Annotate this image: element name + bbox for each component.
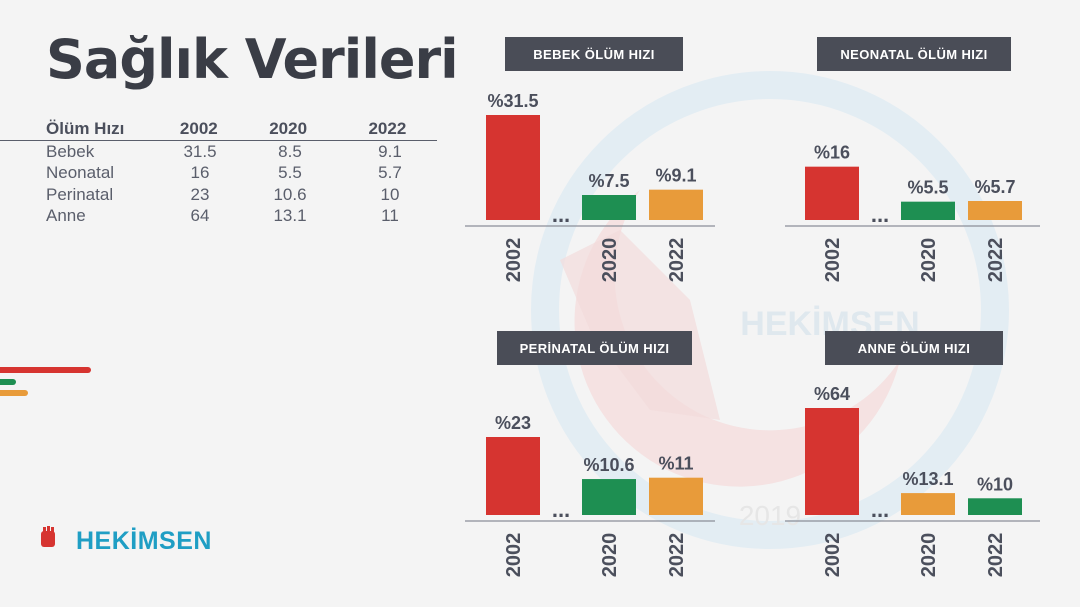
bar bbox=[901, 201, 955, 220]
table-cell: 23 bbox=[190, 184, 210, 204]
table-cell: Bebek bbox=[46, 141, 95, 161]
accent-line-orange bbox=[0, 390, 28, 396]
table-row: Neonatal 16 5.5 5.7 bbox=[0, 163, 440, 185]
data-label: %31.5 bbox=[487, 91, 538, 111]
table-cell: Perinatal bbox=[46, 184, 114, 204]
hekimsen-logo: HEKİMSEN bbox=[38, 515, 212, 567]
table-header-cell: 2020 bbox=[269, 119, 308, 138]
data-label: %10 bbox=[977, 474, 1013, 494]
bar bbox=[968, 201, 1022, 220]
data-label: %13.1 bbox=[902, 469, 953, 489]
tick-label: 2022 bbox=[985, 533, 1007, 578]
table-cell: Anne bbox=[46, 206, 86, 226]
break-marker: ... bbox=[552, 497, 570, 522]
break-marker: ... bbox=[552, 202, 570, 227]
table-row: Perinatal 23 10.6 10 bbox=[0, 184, 440, 206]
tick-label: 2002 bbox=[503, 533, 525, 578]
bar bbox=[968, 498, 1022, 515]
table-cell: 10 bbox=[380, 184, 400, 204]
bar bbox=[582, 195, 636, 220]
table-row: Bebek 31.5 8.5 9.1 bbox=[0, 141, 440, 163]
data-label: %64 bbox=[814, 384, 850, 404]
table-cell: 31.5 bbox=[183, 141, 217, 161]
table-cell: 5.7 bbox=[378, 163, 402, 183]
table-header-cell: Ölüm Hızı bbox=[46, 119, 125, 138]
fist-crescent-icon bbox=[41, 519, 68, 564]
tick-label: 2022 bbox=[666, 238, 688, 283]
chart-title-neonatal: NEONATAL ÖLÜM HIZI bbox=[817, 37, 1011, 71]
bar-chart-neonatal: %16 2002 %5.5 2020 %5.7 2022... bbox=[785, 143, 1040, 283]
table-cell: 9.1 bbox=[378, 141, 402, 161]
chart-title-anne: ANNE ÖLÜM HIZI bbox=[825, 331, 1003, 365]
table-cell: 8.5 bbox=[278, 141, 302, 161]
table-cell: 13.1 bbox=[273, 206, 307, 226]
bar bbox=[582, 479, 636, 515]
tick-label: 2020 bbox=[918, 238, 940, 283]
bar bbox=[486, 115, 540, 220]
table-cell: 16 bbox=[190, 163, 210, 183]
table-cell: 5.5 bbox=[278, 163, 302, 183]
logo-text: HEKİMSEN bbox=[76, 526, 212, 555]
table-cell: 11 bbox=[381, 206, 399, 226]
tick-label: 2002 bbox=[503, 238, 525, 283]
tick-label: 2022 bbox=[666, 533, 688, 578]
bar bbox=[486, 437, 540, 515]
tick-label: 2002 bbox=[822, 533, 844, 578]
bar-chart-anne: %64 2002 %13.1 2020 %10 2022... bbox=[785, 384, 1040, 578]
tick-label: 2002 bbox=[822, 238, 844, 283]
bar bbox=[805, 166, 859, 220]
table-header-cell: 2022 bbox=[368, 119, 407, 138]
data-label: %11 bbox=[658, 454, 693, 474]
tick-label: 2020 bbox=[599, 533, 621, 578]
tick-label: 2020 bbox=[918, 533, 940, 578]
chart-title-perinatal: PERİNATAL ÖLÜM HIZI bbox=[497, 331, 692, 365]
accent-line-green bbox=[0, 379, 16, 385]
page-title: Sağlık Verileri bbox=[46, 28, 459, 91]
data-label: %5.7 bbox=[974, 177, 1015, 197]
table-header: Ölüm Hızı 2002 2020 2022 bbox=[0, 118, 437, 141]
tick-label: 2022 bbox=[985, 238, 1007, 283]
bar bbox=[805, 408, 859, 515]
data-label: %16 bbox=[814, 143, 850, 163]
table-row: Anne 64 13.1 11 bbox=[0, 206, 440, 228]
bar-chart-perinatal: %23 2002 %10.6 2020 %11 2022... bbox=[465, 413, 715, 578]
accent-line-red bbox=[0, 367, 91, 373]
data-label: %10.6 bbox=[583, 455, 634, 475]
break-marker: ... bbox=[871, 497, 889, 522]
bar-chart-bebek: %31.5 2002 %7.5 2020 %9.1 2022... bbox=[465, 91, 715, 283]
chart-title-bebek: BEBEK ÖLÜM HIZI bbox=[505, 37, 683, 71]
table-header-cell: 2002 bbox=[179, 119, 218, 138]
table-cell: 10.6 bbox=[273, 184, 307, 204]
table-cell: Neonatal bbox=[46, 163, 115, 183]
bar bbox=[649, 189, 703, 220]
break-marker: ... bbox=[871, 202, 889, 227]
data-label: %7.5 bbox=[588, 171, 629, 191]
data-table: Ölüm Hızı 2002 2020 2022 Bebek 31.5 8.5 … bbox=[0, 118, 440, 227]
data-label: %23 bbox=[495, 413, 531, 433]
bar bbox=[901, 493, 955, 515]
bar bbox=[649, 477, 703, 515]
data-label: %5.5 bbox=[907, 178, 948, 198]
table-cell: 64 bbox=[190, 206, 210, 226]
tick-label: 2020 bbox=[599, 238, 621, 283]
data-label: %9.1 bbox=[655, 166, 696, 186]
